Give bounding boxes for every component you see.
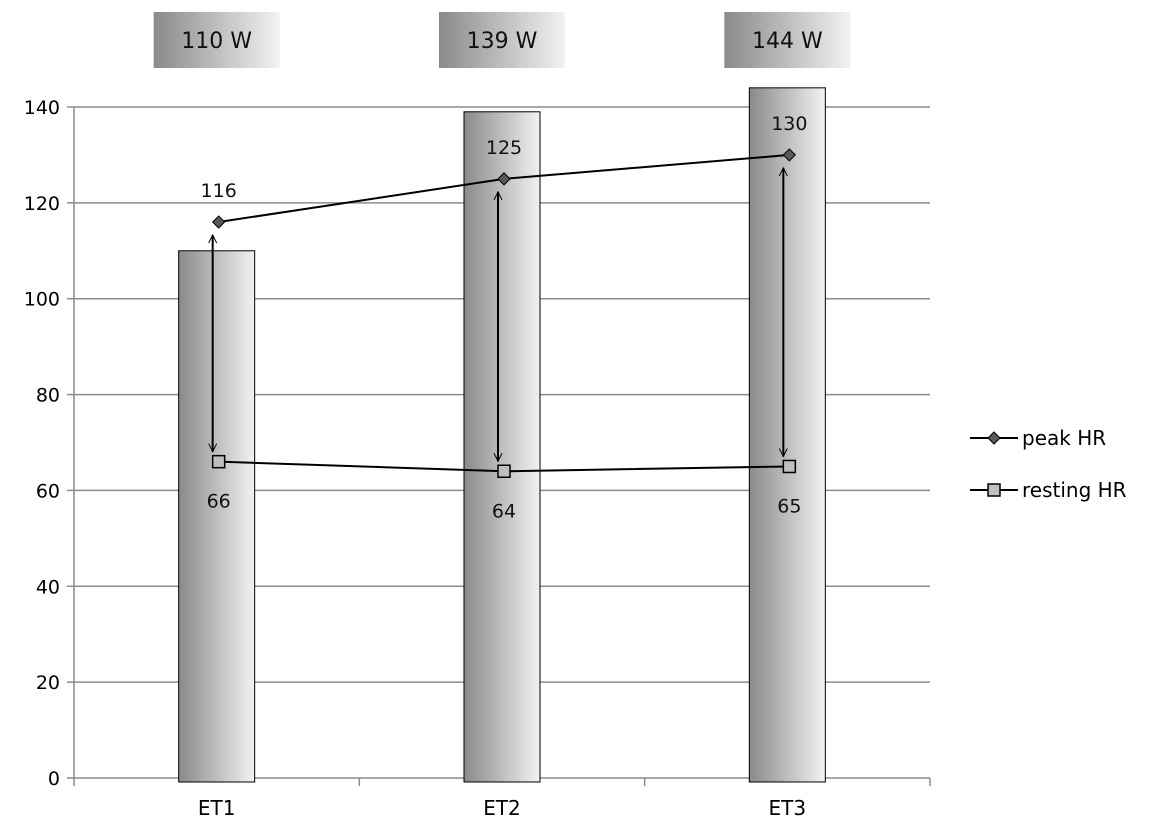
power-label: 110 W <box>181 29 252 54</box>
y-tick-label: 0 <box>48 768 60 790</box>
legend-label: peak HR <box>1022 426 1106 450</box>
bar <box>748 87 826 783</box>
y-tick-label: 20 <box>36 672 60 694</box>
data-point <box>497 172 511 186</box>
data-point <box>782 459 797 474</box>
legend-marker <box>987 483 1001 497</box>
power-label-box <box>724 12 851 68</box>
power-label: 144 W <box>752 29 823 54</box>
legend-marker <box>987 431 1001 445</box>
data-label: 116 <box>201 180 237 202</box>
y-tick-label: 140 <box>24 97 60 119</box>
power-label-box <box>439 12 565 68</box>
x-category-label: ET2 <box>483 796 521 820</box>
data-label: 66 <box>207 491 231 513</box>
x-category-label: ET3 <box>769 796 807 820</box>
power-label: 139 W <box>467 29 538 54</box>
data-label: 130 <box>771 113 807 135</box>
y-tick-label: 120 <box>24 193 60 215</box>
data-label: 64 <box>492 500 516 522</box>
power-label-box <box>153 12 280 68</box>
data-label: 65 <box>777 495 801 517</box>
y-tick-label: 80 <box>36 385 60 407</box>
legend: peak HR resting HR <box>970 426 1127 502</box>
bar <box>178 250 256 783</box>
data-point <box>211 454 226 469</box>
series-lines <box>211 148 797 479</box>
y-tick-label: 40 <box>36 576 60 598</box>
y-tick-label: 100 <box>24 289 60 311</box>
y-tick-label: 60 <box>36 480 60 502</box>
bars <box>178 87 826 783</box>
data-label: 125 <box>486 137 522 159</box>
bar <box>463 111 541 783</box>
data-point <box>782 148 797 162</box>
data-point <box>497 464 511 479</box>
legend-label: resting HR <box>1022 478 1127 502</box>
arrows <box>213 168 784 461</box>
data-point <box>211 215 226 229</box>
x-category-label: ET1 <box>198 796 236 820</box>
labels: 110 W 139 W 144 W 116 125 130 66 64 65 <box>153 12 851 522</box>
